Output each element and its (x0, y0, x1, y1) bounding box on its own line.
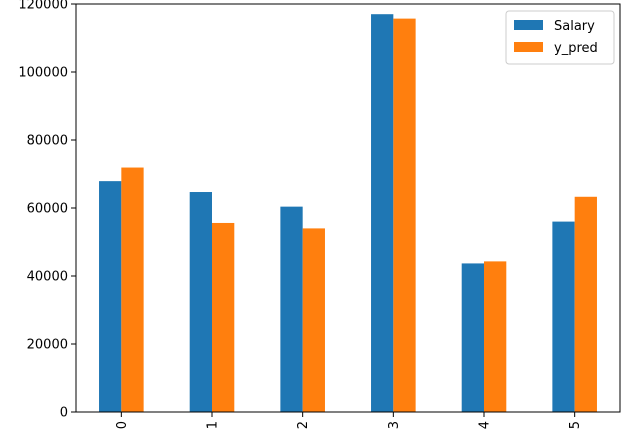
x-tick-label: 2 (296, 421, 311, 429)
legend-label-y-pred: y_pred (554, 41, 598, 56)
y-tick-label: 120000 (18, 0, 68, 13)
y-tick-label: 0 (60, 406, 68, 421)
x-tick-label: 1 (206, 421, 221, 429)
legend-label-salary: Salary (554, 19, 595, 34)
x-tick-label: 4 (478, 421, 493, 429)
y-tick-label: 100000 (18, 66, 68, 81)
x-axis: 0 1 2 3 4 5 (115, 412, 583, 429)
y-tick-label: 80000 (27, 134, 68, 149)
bar-salary-4 (461, 263, 484, 412)
y-axis: 0 20000 40000 60000 80000 100000 120000 (18, 0, 76, 421)
x-tick-label: 3 (387, 421, 402, 429)
bars-group (99, 14, 597, 413)
bar-salary-3 (371, 14, 394, 412)
bar-y-pred-2 (302, 228, 325, 412)
legend-swatch-y-pred (514, 42, 543, 52)
bar-y-pred-1 (212, 222, 235, 412)
bar-salary-1 (189, 192, 212, 412)
bar-salary-0 (99, 181, 122, 412)
legend-swatch-salary (514, 20, 543, 30)
bar-y-pred-0 (121, 167, 144, 412)
legend: Salary y_pred (505, 10, 615, 65)
y-tick-label: 40000 (27, 270, 68, 285)
bar-y-pred-4 (484, 261, 507, 412)
bar-salary-2 (280, 206, 303, 412)
x-tick-label: 0 (115, 421, 130, 429)
bar-y-pred-3 (393, 18, 416, 413)
x-tick-label: 5 (568, 421, 583, 429)
y-tick-label: 20000 (27, 338, 68, 353)
bar-y-pred-5 (574, 196, 597, 412)
bar-salary-5 (552, 221, 575, 412)
y-tick-label: 60000 (27, 202, 68, 217)
